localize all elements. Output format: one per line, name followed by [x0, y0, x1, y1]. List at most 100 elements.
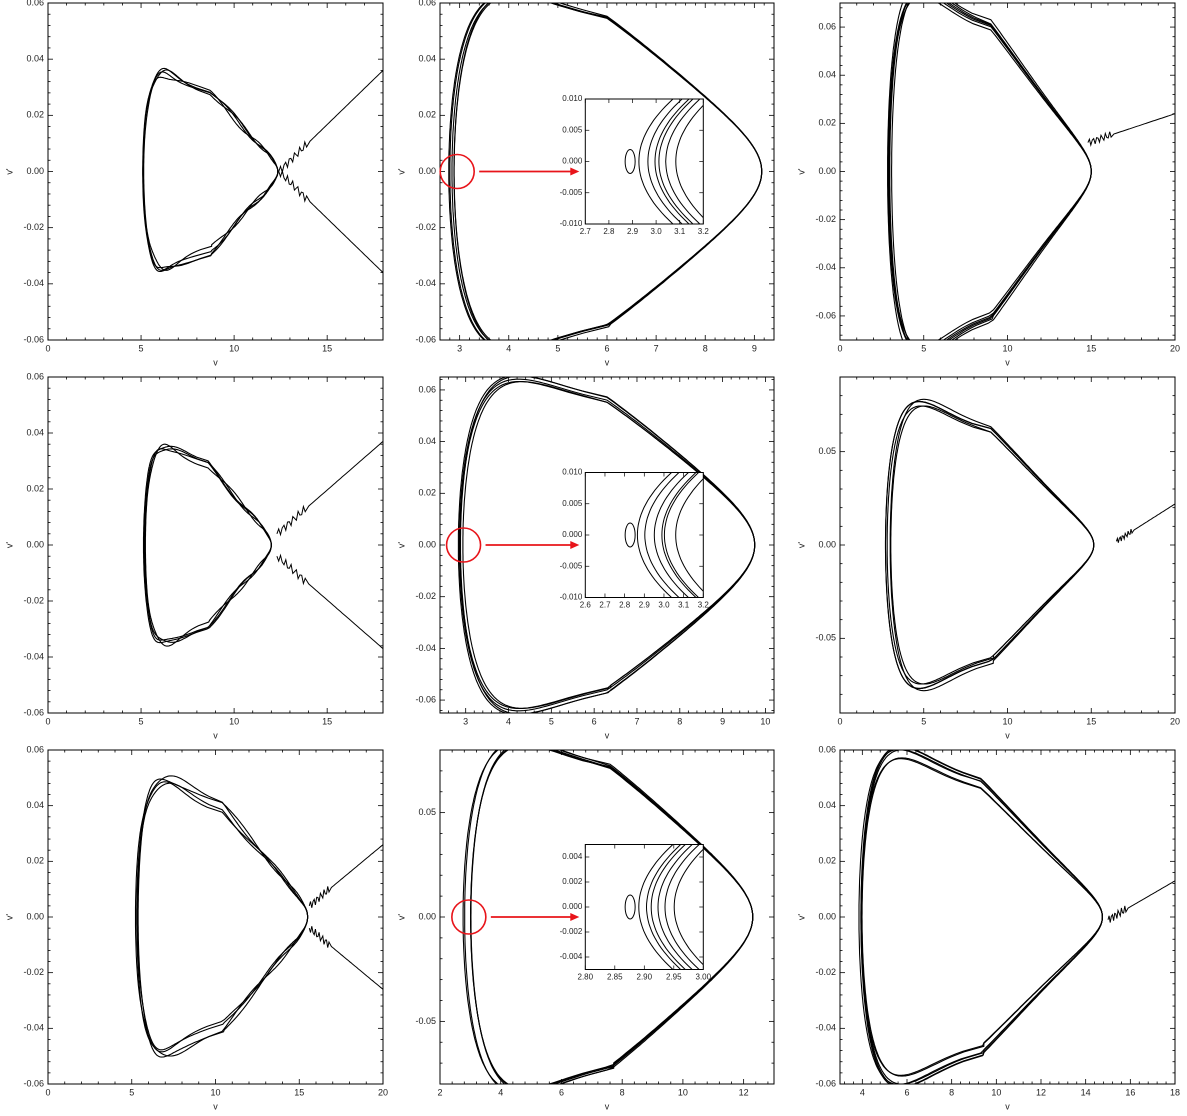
x-tick-label: 8 [620, 1087, 625, 1097]
y-tick-label: -0.04 [23, 1023, 44, 1033]
zoom-highlight-circle [439, 153, 475, 190]
y-tick-label: 0.06 [418, 384, 436, 394]
x-tick-label: 4 [506, 716, 511, 726]
inset-y-tick-label: 0.005 [562, 125, 583, 134]
x-tick-label: 5 [139, 716, 144, 726]
orbit-curve [887, 3, 1092, 340]
inset-x-tick-label: 3.1 [678, 601, 690, 610]
panel-6: 0 5 10 15 20 -0.05 0.00 0.05 v v' [796, 376, 1180, 740]
inset-x-tick-label: 3.2 [698, 227, 710, 236]
inset-curve [636, 472, 673, 598]
x-tick-label: 0 [45, 716, 50, 726]
escape-trajectory [276, 553, 383, 649]
x-tick-label: 7 [634, 716, 639, 726]
x-tick-label: 2 [437, 1087, 442, 1097]
x-tick-label: 15 [322, 343, 332, 353]
inset-curve [650, 844, 687, 970]
inset-x-tick-label: 3.0 [651, 227, 663, 236]
orbit-curve [142, 445, 272, 644]
y-tick-label: -0.02 [815, 214, 836, 224]
y-tick-label: -0.02 [23, 967, 44, 977]
escape-trajectory [276, 441, 383, 537]
orbit-curve [458, 378, 756, 712]
y-axis-label: v' [4, 542, 14, 549]
orbit-curve [860, 750, 1103, 1084]
y-axis-label: v' [796, 168, 806, 175]
x-tick-label: 15 [1086, 716, 1096, 726]
y-tick-label: 0.02 [818, 856, 836, 866]
y-tick-label: -0.04 [815, 1023, 836, 1033]
x-tick-label: 4 [506, 343, 511, 353]
inset-small-loop [624, 522, 636, 548]
zoom-arrow-head [570, 913, 580, 921]
y-axis-label: v' [4, 168, 14, 175]
inset-curve [658, 99, 694, 224]
x-tick-label: 10 [760, 716, 770, 726]
y-tick-label: 0.02 [26, 856, 44, 866]
inset-small-loop [624, 149, 636, 174]
escape-trajectory [278, 70, 383, 174]
orbit-curve [457, 377, 756, 713]
inset-curve [645, 844, 682, 970]
orbit-curve [142, 67, 279, 273]
orbit-group [457, 377, 756, 713]
y-tick-label: -0.02 [415, 591, 436, 601]
inset-y-tick-label: 0.010 [562, 94, 583, 103]
y-tick-label: -0.04 [415, 278, 436, 288]
zoom-arrow-head [570, 167, 580, 176]
x-tick-label: 12 [1036, 1087, 1046, 1097]
x-tick-label: 4 [498, 1087, 503, 1097]
y-tick-label: 0.00 [418, 166, 436, 176]
x-tick-label: 9 [720, 716, 725, 726]
x-axis-label: v [213, 1101, 218, 1111]
inset-x-tick-label: 2.7 [599, 601, 611, 610]
inset-y-tick-label: 0.004 [562, 852, 583, 861]
inset-frame [584, 98, 704, 225]
x-tick-label: 5 [549, 716, 554, 726]
orbit-curve [889, 3, 1092, 340]
x-tick-label: 10 [210, 1087, 220, 1097]
y-tick-label: 0.04 [418, 436, 436, 446]
inset-curve [675, 478, 704, 592]
zoom-arrow-head [570, 541, 580, 549]
inset-x-tick-label: 2.9 [639, 601, 651, 610]
panel-8: 2 4 6 8 10 12 -0.05 0.00 0.05 v v' 2.80 2.85 2.90 2.95… [396, 749, 775, 1111]
panel-4: 0 5 10 15 -0.06 -0.04 -0.02 0.00 0.02 0.04 0.06 v v' [4, 371, 384, 740]
y-tick-label: 0.04 [26, 427, 44, 437]
x-tick-label: 6 [604, 343, 609, 353]
y-tick-label: 0.00 [818, 166, 836, 176]
inset-curve [675, 104, 704, 219]
x-axis-label: v [213, 730, 218, 740]
orbit-curve [889, 398, 1095, 692]
y-tick-label: 0.00 [418, 911, 436, 921]
y-tick-label: -0.04 [23, 278, 44, 288]
x-axis-label: v [1005, 1101, 1010, 1111]
x-tick-label: 20 [1170, 343, 1180, 353]
orbit-group [142, 67, 383, 273]
inset-y-tick-label: -0.005 [560, 561, 583, 570]
inset-y-tick-label: 0.002 [562, 877, 583, 886]
inset-y-tick-label: 0.000 [562, 530, 583, 539]
x-axis-label: v [605, 1101, 610, 1111]
inset-curves [624, 844, 704, 970]
y-tick-label: 0.02 [418, 488, 436, 498]
y-tick-label: 0.06 [26, 744, 44, 754]
inset-x-tick-label: 2.95 [666, 973, 682, 982]
x-tick-label: 8 [677, 716, 682, 726]
y-tick-label: -0.05 [415, 1016, 436, 1026]
y-tick-label: -0.02 [23, 595, 44, 605]
x-tick-label: 12 [739, 1087, 749, 1097]
x-tick-label: 4 [860, 1087, 865, 1097]
plot-frame [47, 2, 384, 341]
orbit-group [142, 441, 383, 649]
x-tick-label: 6 [904, 1087, 909, 1097]
y-tick-label: 0.06 [418, 0, 436, 7]
inset-curve [638, 99, 674, 224]
y-tick-label: -0.02 [23, 222, 44, 232]
y-tick-label: 0.00 [26, 166, 44, 176]
inset-curve [665, 99, 701, 224]
x-tick-label: 8 [949, 1087, 954, 1097]
orbit-curve [459, 380, 756, 710]
y-tick-label: -0.06 [815, 310, 836, 320]
